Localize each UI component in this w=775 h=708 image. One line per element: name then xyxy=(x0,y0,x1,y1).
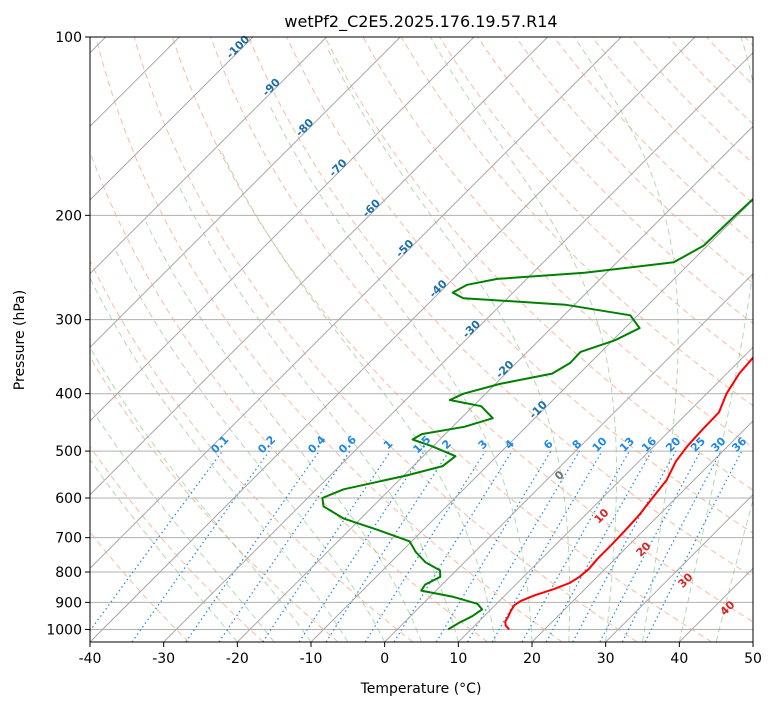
moist-adiabat xyxy=(268,104,533,642)
moist-adiabat xyxy=(327,49,571,642)
isotherm xyxy=(90,37,254,201)
y-tick-label: 500 xyxy=(55,444,82,460)
dewpoint-line xyxy=(321,197,753,631)
y-tick-label: 400 xyxy=(55,387,82,403)
dry-adiabat xyxy=(95,37,563,642)
moist-adiabat xyxy=(145,221,422,642)
mixing-ratio-line xyxy=(435,450,552,642)
mixing-ratio-line xyxy=(466,450,580,642)
isotherm xyxy=(236,125,753,642)
isotherm xyxy=(531,420,753,642)
dry-adiabat xyxy=(90,259,414,642)
dry-adiabats xyxy=(90,37,753,642)
isotherm xyxy=(384,272,753,642)
isotherm xyxy=(90,37,622,570)
y-tick-label: 900 xyxy=(55,595,82,611)
x-tick-label: 10 xyxy=(449,651,467,667)
isotherm xyxy=(605,493,753,642)
isotherm xyxy=(163,51,753,642)
isotherm xyxy=(457,346,753,642)
y-tick-label: 700 xyxy=(55,531,82,547)
dry-adiabat xyxy=(171,37,712,642)
x-axis-title: Temperature (°C) xyxy=(360,681,482,697)
profile-series xyxy=(321,197,753,631)
y-tick-label: 800 xyxy=(55,565,82,581)
moist-adiabats xyxy=(90,37,753,642)
moist-adiabat xyxy=(90,458,238,642)
mixing-ratio-line xyxy=(90,450,223,632)
temperature-line xyxy=(504,356,753,631)
dry-adiabat xyxy=(400,37,753,407)
isotherm xyxy=(90,37,549,496)
mixing-ratio-line xyxy=(131,450,270,642)
moist-adiabat xyxy=(220,149,496,642)
moist-adiabat xyxy=(429,37,617,642)
mixing-ratio-line xyxy=(572,450,677,642)
mixing-ratio-line xyxy=(185,450,320,642)
mixing-ratio-line xyxy=(325,450,450,642)
x-tick-label: 30 xyxy=(597,651,615,667)
x-tick-label: -30 xyxy=(152,651,175,667)
moist-adiabat xyxy=(90,405,275,642)
isotherm xyxy=(310,199,753,642)
moist-adiabat xyxy=(90,277,349,642)
dry-adiabat xyxy=(477,37,753,325)
dry-adiabat xyxy=(248,37,753,578)
mixing-ratio-line xyxy=(521,450,631,642)
y-axis: 100 200 300 400 500 600 700 800 900 1000 xyxy=(46,30,90,638)
isotherm xyxy=(90,37,696,642)
mixing-ratio-line xyxy=(393,450,513,642)
y-tick-label: 300 xyxy=(55,313,82,329)
y-axis-title: Pressure (hPa) xyxy=(12,290,28,390)
dry-adiabat xyxy=(90,445,264,642)
moist-adiabat xyxy=(90,346,312,642)
plot-frame xyxy=(89,36,754,643)
isotherm xyxy=(90,37,401,349)
y-tick-label: 1000 xyxy=(46,622,82,638)
dry-adiabat xyxy=(324,37,753,491)
moist-adiabat xyxy=(115,251,386,642)
chart-title: wetPf2_C2E5.2025.176.19.57.R14 xyxy=(284,12,557,32)
x-tick-label: 50 xyxy=(744,651,762,667)
x-axis: -40 -30 -20 -10 0 10 20 30 40 50 xyxy=(79,642,762,667)
x-tick-label: 40 xyxy=(670,651,688,667)
x-tick-label: -20 xyxy=(226,651,249,667)
dry-adiabat xyxy=(133,37,638,642)
dry-adiabat xyxy=(591,37,753,204)
dry-adiabat xyxy=(210,37,753,623)
y-tick-label: 100 xyxy=(55,30,82,46)
moist-adiabat xyxy=(573,37,679,642)
x-tick-label: 0 xyxy=(380,651,389,667)
isotherm xyxy=(90,37,328,275)
x-tick-label: -10 xyxy=(300,651,323,667)
y-tick-label: 600 xyxy=(55,491,82,507)
isotherms xyxy=(90,37,753,642)
mixing-ratio-line xyxy=(364,450,486,642)
dry-adiabat xyxy=(515,37,753,284)
isotherm xyxy=(90,37,475,422)
y-tick-label: 200 xyxy=(55,208,82,224)
moist-adiabat xyxy=(678,37,753,642)
moist-adiabat xyxy=(179,187,459,642)
dry-adiabat xyxy=(629,37,753,165)
x-tick-label: 20 xyxy=(523,651,541,667)
moist-adiabat xyxy=(715,498,753,642)
mixing-ratio-line xyxy=(298,450,425,642)
x-tick-label: -40 xyxy=(79,651,102,667)
